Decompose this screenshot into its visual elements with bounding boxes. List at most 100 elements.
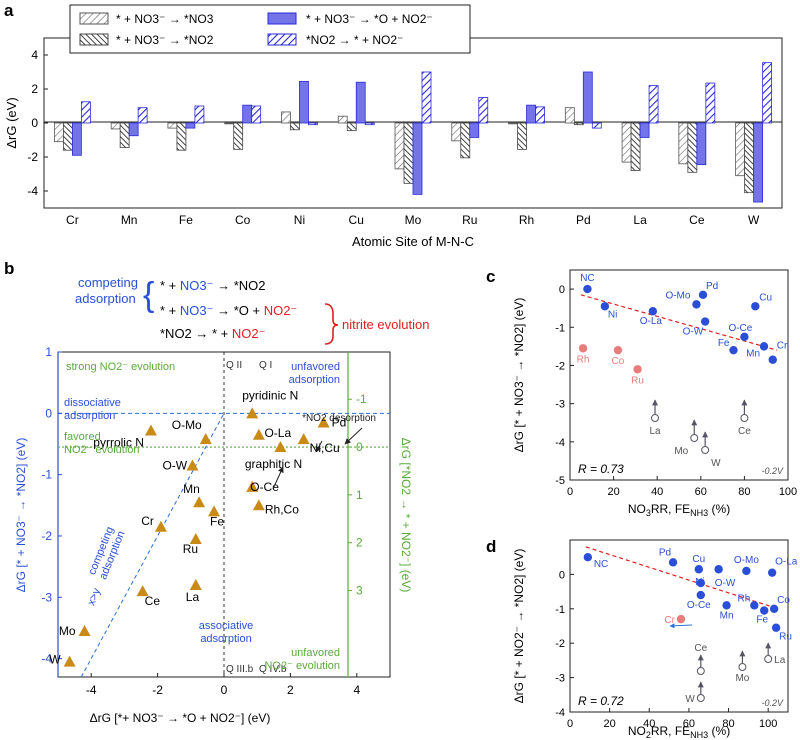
bar-rh-series-4 [535, 106, 545, 124]
bar-la-series-3 [639, 122, 650, 138]
d-y-tick-label: 0 [559, 569, 565, 581]
panel-b-x-tick-label: 2 [287, 683, 294, 697]
panel-b-x-tick-label: -4 [86, 683, 97, 697]
c-y-tick-label: 0 [559, 284, 565, 296]
panel-b-y-tick-label: -4 [41, 652, 52, 666]
bar-mn-series-2 [119, 122, 130, 149]
panel-b-y2-tick-label: -1 [356, 392, 367, 406]
d-label-rh: Rh [738, 593, 751, 604]
d-point-fe [760, 606, 769, 615]
legend-entry-desorption: *NO2 → * + NO2⁻ [306, 33, 403, 47]
bar-la-series-4 [648, 85, 659, 124]
bar-co-series-2 [233, 122, 244, 150]
ola-arrow [315, 440, 323, 453]
panel-b-x-tick-label: -2 [152, 683, 163, 697]
panel-d-potential: -0.2V [761, 698, 784, 708]
point-o-mo [199, 433, 212, 445]
panel-c-x-axis-title: NO3RR, FENH3 (%) [628, 502, 730, 518]
bar-cr-series-4 [80, 101, 91, 124]
bar-fe-series-3 [185, 122, 196, 129]
c-x-tick-label: 60 [695, 486, 707, 498]
c-offscale-marker-la [651, 414, 660, 422]
d-offscale-marker-w [696, 694, 705, 702]
point-label-o-mo: O-Mo [172, 418, 202, 432]
d-label-fe: Fe [756, 615, 768, 626]
bar-la-series-1 [621, 122, 632, 163]
bar-ru-series-3 [469, 122, 480, 138]
quadrant-1-label: Q I [259, 360, 272, 371]
bar-rh-series-3 [526, 104, 536, 124]
quadrant-2-label: Q II [226, 360, 242, 371]
c-point-rh [578, 344, 588, 353]
panel-b-y-tick-label: 0 [45, 406, 52, 420]
bar-fe-series-1 [167, 122, 178, 129]
category-label-ni: Ni [294, 213, 305, 227]
category-label-ru: Ru [462, 213, 477, 227]
panel-b-y-tick-label: -3 [41, 590, 52, 604]
bar-mo-series-1 [394, 122, 405, 170]
bar-pd-series-1 [564, 107, 575, 124]
d-point-nc [583, 553, 593, 562]
point-o-la [274, 441, 287, 453]
scheme-reaction-1: * + NO3⁻ → *NO2 [160, 278, 265, 293]
d-label-nc: NC [594, 559, 608, 570]
bar-ce-series-4 [705, 82, 716, 124]
point-la [189, 579, 202, 591]
d-point-mn [722, 601, 731, 610]
panel-a-y-axis-title: ΔrG (eV) [4, 97, 19, 148]
scheme-reaction-3: *NO2 → * + NO2⁻ [160, 326, 265, 341]
panel-b-y2-tick-label: 0 [356, 440, 363, 454]
d-point-co [769, 604, 779, 613]
d-y-tick-label: -2 [555, 638, 565, 650]
d-y-tick-label: -3 [555, 673, 565, 685]
panel-d-r-value: R = 0.72 [578, 694, 624, 708]
associative-label: associative adsorption [199, 620, 253, 645]
point-label-pyrrolic-n: pyrrolic N [93, 435, 144, 449]
panel-b-y-axis-title: ΔrG [* + NO3⁻ → *NO2] (eV) [14, 438, 28, 593]
d-point-o-la [767, 568, 777, 577]
legend-swatch-nitrate [79, 12, 109, 25]
c-label-co: Co [612, 356, 625, 367]
point-label-o-w: O-W [162, 458, 187, 472]
category-label-mo: Mo [405, 213, 422, 227]
d-label-pd: Pd [659, 547, 671, 558]
c-y-tick-label: -1 [555, 322, 565, 334]
point-label-ce: Ce [145, 594, 161, 608]
bar-ru-series-2 [460, 122, 471, 159]
d-label-ru: Ru [779, 632, 792, 643]
panel-a-x-labels: Cr Mn Fe Co Ni Cu Mo Ru Rh Pd La Ce W [66, 213, 760, 227]
c-offscale-label-mo: Mo [674, 446, 688, 457]
c-label-pd: Pd [706, 281, 718, 292]
bar-ni-series-1 [281, 111, 291, 124]
c-offscale-label-w: W [711, 458, 721, 469]
d-offscale-label-la: La [774, 655, 786, 666]
legend-entry-dissociation: * + NO3⁻ → *O + NO2⁻ [306, 12, 433, 26]
bar-cr-series-3 [71, 122, 82, 156]
bar-w-series-3 [753, 122, 764, 203]
c-offscale-marker-mo [690, 434, 699, 442]
unfavored-adsorption-label: unfavored adsorption [289, 361, 340, 386]
panel-c-r-value: R = 0.73 [578, 462, 624, 476]
legend-swatch-nitrite-adsorbed [79, 33, 109, 46]
d-y-tick-label: -4 [555, 707, 565, 719]
panel-d-x-axis-title: NO2RR, FENH3 (%) [628, 724, 730, 740]
bar-rh-series-2 [517, 122, 527, 150]
panel-label-a: a [4, 1, 14, 20]
bar-mn-series-4 [137, 107, 148, 124]
desorption-arrow [344, 427, 363, 445]
c-point-o-mo [692, 300, 701, 309]
bar-mo-series-3 [412, 122, 423, 195]
panel-b-annotations: Q II Q I Q III.b Q IV.b strong NO2⁻ evol… [64, 360, 376, 675]
panel-a-x-axis-title: Atomic Site of M-N-C [352, 234, 474, 249]
category-label-la: La [633, 213, 647, 227]
bar-mn-series-1 [110, 122, 121, 130]
bar-pd-series-2 [573, 122, 584, 126]
d-point-ru [771, 623, 781, 632]
favored-evolution-label: favored NO2⁻ evolution [64, 431, 140, 456]
d-x-tick-label: 60 [683, 718, 695, 730]
c-point-co [613, 345, 623, 355]
panel-b-y-tick-label: -2 [41, 529, 52, 543]
point-label-cr: Cr [141, 514, 154, 528]
strong-evolution-label: strong NO2⁻ evolution [66, 361, 175, 373]
c-point-o-w [700, 317, 710, 326]
